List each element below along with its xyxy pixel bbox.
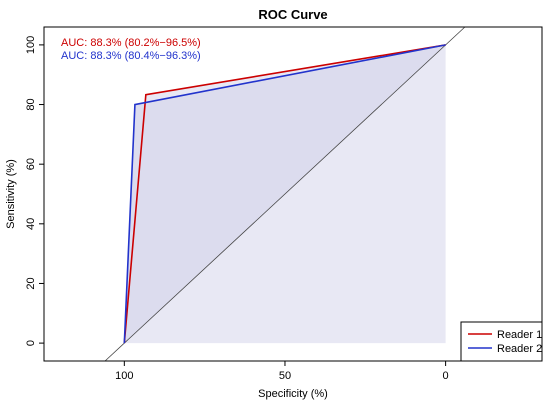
legend-label-1: Reader 1 [497, 329, 542, 341]
y-axis-label: Sensitivity (%) [5, 159, 17, 229]
y-tick-label: 0 [25, 340, 37, 346]
x-axis-label: Specificity (%) [258, 388, 328, 400]
y-tick-label: 40 [25, 218, 37, 230]
chance-diagonal [104, 26, 466, 362]
auc-annotations: AUC: 88.3% (80.2%−96.5%)AUC: 88.3% (80.4… [61, 37, 201, 62]
legend-label-2: Reader 2 [497, 343, 542, 355]
plot-area [104, 26, 466, 362]
series-line-1 [123, 44, 446, 344]
y-tick-label: 100 [25, 36, 37, 54]
legend-box [460, 321, 543, 362]
y-tick-label: 80 [25, 98, 37, 110]
plot-frame [43, 26, 543, 362]
x-axis-ticks: 100 50 0 [115, 361, 449, 382]
y-axis-ticks: 0 20 40 60 80 100 [25, 36, 44, 346]
x-tick-label: 0 [443, 370, 449, 382]
auc-text-series-1: AUC: 88.3% (80.2%−96.5%) [61, 37, 201, 49]
legend: Reader 1 Reader 2 [460, 321, 543, 362]
chart-title: ROC Curve [258, 7, 327, 22]
x-tick-label: 100 [115, 370, 133, 382]
y-tick-label: 20 [25, 277, 37, 289]
y-tick-label: 60 [25, 158, 37, 170]
x-tick-label: 50 [279, 370, 291, 382]
series-line-2 [123, 44, 446, 344]
auc-text-series-2: AUC: 88.3% (80.4%−96.3%) [61, 50, 201, 62]
series-lines [123, 44, 446, 344]
